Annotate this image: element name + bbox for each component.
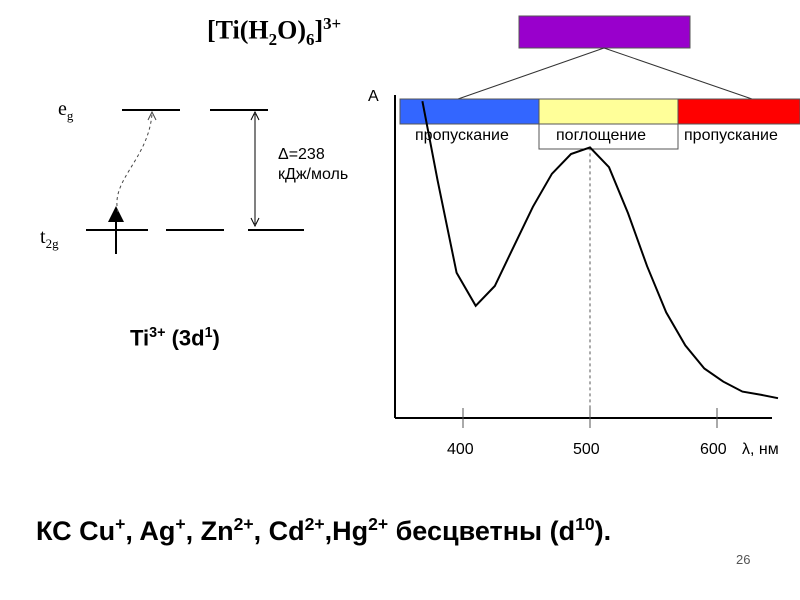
energy-level-diagram [86,109,304,254]
pointer-line-right [603,47,753,100]
eg-label: eg [58,98,74,123]
absorption-spectrum [394,15,800,428]
band-label-transmission-1: пропускание [415,127,509,144]
page-number: 26 [736,552,751,567]
pointer-line-left [457,47,605,100]
x-axis-label: λ, нм [742,441,779,458]
y-axis-label: A [368,88,379,105]
band-label-absorption: поглощение [556,127,647,144]
t2g-label: t2g [40,226,59,251]
band-label-transmission-2: пропускание [684,127,778,144]
band-blue [399,98,540,125]
absorption-label-box [538,123,679,150]
x-tick-label-500: 500 [573,441,600,458]
delta-label: Δ=238 кДж/моль [278,146,349,183]
excitation-path [116,113,153,213]
complex-color-swatch [518,15,691,49]
band-red [677,98,800,125]
complex-formula: [Ti(H2O)6]3+ [207,14,342,49]
x-tick-label-600: 600 [700,441,727,458]
colorless-complexes-statement: КС Cu+, Ag+, Zn2+, Cd2+,Hg2+ бесцветны (… [36,514,612,546]
absorbance-curve [421,101,779,400]
ion-configuration: Ti3+ (3d1) [130,325,220,351]
x-tick-label-400: 400 [447,441,474,458]
band-yellow [538,98,679,125]
